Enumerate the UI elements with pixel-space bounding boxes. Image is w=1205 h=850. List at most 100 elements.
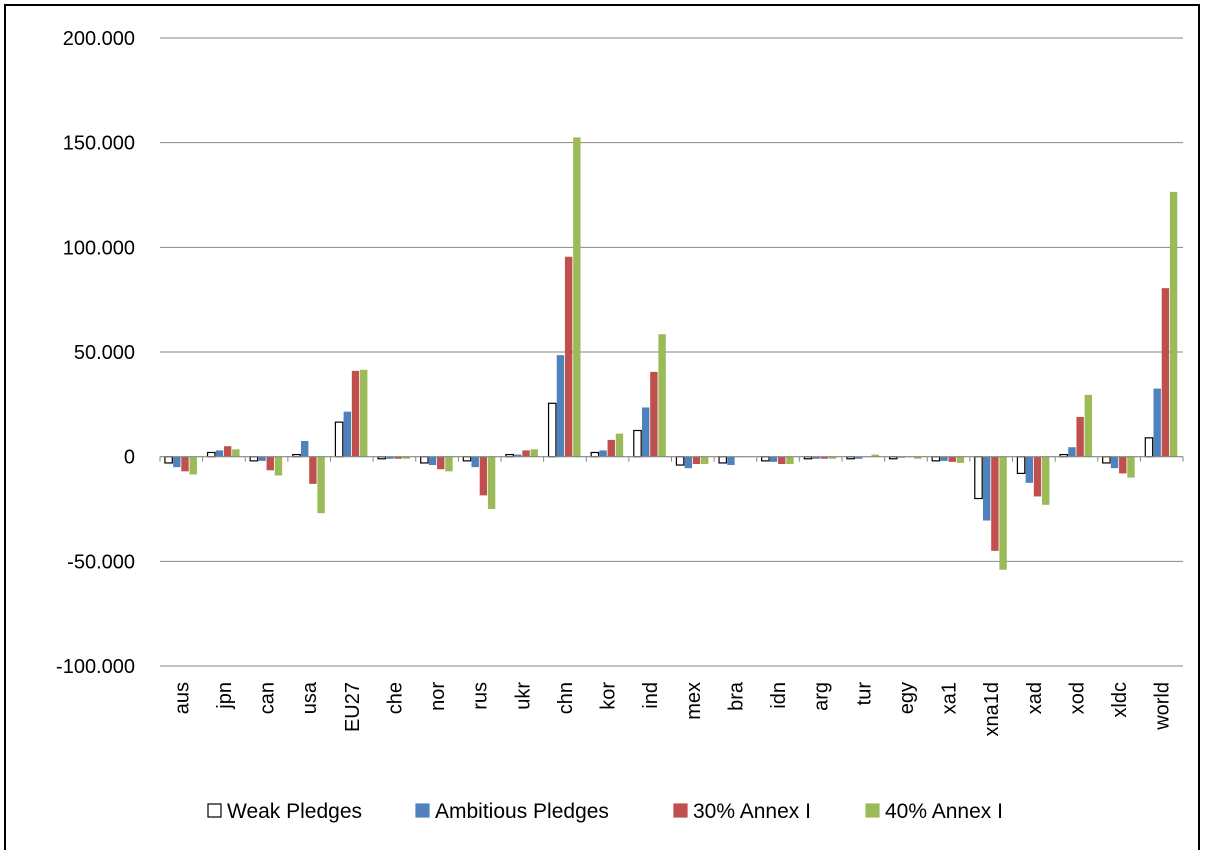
- category-label: xa1: [939, 682, 961, 714]
- bar-30-annex-i-xa1: [948, 456, 956, 462]
- gridlines: [160, 37, 1183, 667]
- bar-30-annex-i-eu27: [351, 370, 360, 457]
- bar-40-annex-i-tur: [871, 454, 879, 457]
- bar-30-annex-i-nor: [437, 456, 445, 470]
- bar-ambitious-pledges-xa1: [940, 456, 948, 461]
- bar-weak-pledges-can: [249, 456, 259, 462]
- bar-30-annex-i-chn: [564, 256, 573, 457]
- category-label: world: [1152, 682, 1174, 731]
- chart-frame: [4, 4, 1200, 850]
- bar-weak-pledges-xldc: [1102, 456, 1111, 464]
- y-tick-label: -100.000: [56, 656, 135, 678]
- category-label: can: [257, 682, 279, 714]
- bar-30-annex-i-aus: [181, 456, 189, 472]
- category-label: ukr: [512, 682, 534, 710]
- bar-ambitious-pledges-tur: [855, 456, 863, 459]
- bar-30-annex-i-mex: [692, 456, 701, 464]
- category-label: xldc: [1109, 682, 1131, 718]
- bar-weak-pledges-rus: [462, 456, 472, 462]
- bar-40-annex-i-che: [402, 456, 411, 459]
- y-tick-label: 200.000: [63, 28, 135, 50]
- bar-weak-pledges-kor: [590, 451, 600, 458]
- bar-ambitious-pledges-xod: [1068, 447, 1076, 457]
- category-label: mex: [683, 682, 705, 720]
- bar-40-annex-i-xa1: [956, 456, 965, 463]
- bar-30-annex-i-idn: [778, 456, 786, 464]
- category-label: ind: [640, 682, 662, 709]
- category-label: tur: [853, 682, 875, 706]
- y-tick-label: 100.000: [63, 237, 135, 259]
- bar-weak-pledges-world: [1144, 437, 1154, 458]
- legend-label: Ambitious Pledges: [435, 800, 609, 823]
- bar-30-annex-i-world: [1161, 288, 1170, 457]
- bar-ambitious-pledges-xad: [1025, 456, 1034, 483]
- bar-30-annex-i-can: [266, 456, 274, 471]
- bar-30-annex-i-arg: [820, 456, 829, 459]
- bar-weak-pledges-bra: [718, 456, 728, 464]
- bar-40-annex-i-eu27: [360, 369, 368, 457]
- bar-40-annex-i-xod: [1084, 394, 1093, 457]
- category-label: idn: [768, 682, 790, 709]
- bar-40-annex-i-can: [274, 456, 283, 476]
- legend: Weak Pledges Ambitious Pledges 30% Annex I…: [207, 800, 1003, 823]
- bar-weak-pledges-xna1d: [974, 456, 983, 500]
- bar-30-annex-i-rus: [479, 456, 488, 496]
- y-axis-tick-labels: 200.000 150.000 100.000 50.000 0 -50.000 -100.…: [56, 28, 135, 678]
- bar-40-annex-i-arg: [828, 456, 837, 459]
- bar-30-annex-i-xna1d: [991, 456, 999, 551]
- legend-label: 30% Annex I: [693, 800, 811, 823]
- bar-weak-pledges-nor: [420, 456, 429, 464]
- category-label: rus: [470, 682, 492, 710]
- bar-30-annex-i-che: [394, 456, 402, 459]
- legend-label: 40% Annex I: [885, 800, 1003, 823]
- y-tick-label: 50.000: [74, 342, 135, 364]
- bar-30-annex-i-usa: [309, 456, 317, 484]
- bar-40-annex-i-nor: [445, 456, 453, 472]
- bar-30-annex-i-xad: [1033, 456, 1042, 497]
- bar-ambitious-pledges-xna1d: [982, 456, 991, 521]
- bar-weak-pledges-idn: [761, 456, 770, 462]
- category-label: EU27: [342, 682, 364, 732]
- category-label: arg: [811, 682, 833, 711]
- category-label: xod: [1066, 682, 1088, 714]
- bar-ambitious-pledges-idn: [769, 456, 778, 462]
- bar-weak-pledges-xa1: [931, 456, 941, 462]
- bar-40-annex-i-egy: [914, 456, 922, 459]
- bar-ambitious-pledges-ind: [641, 407, 650, 457]
- bar-30-annex-i-xod: [1076, 416, 1084, 457]
- bar-40-annex-i-idn: [786, 456, 794, 464]
- bar-weak-pledges-mex: [675, 456, 685, 466]
- bar-ambitious-pledges-usa: [300, 440, 309, 457]
- bar-40-annex-i-xna1d: [999, 456, 1007, 570]
- bar-ambitious-pledges-xldc: [1110, 456, 1119, 469]
- bar-ambitious-pledges-ukr: [514, 454, 522, 457]
- legend-swatch: [207, 803, 222, 818]
- x-axis: [159, 456, 1184, 462]
- bar-ambitious-pledges-rus: [471, 456, 479, 468]
- bar-30-annex-i-jpn: [223, 446, 232, 457]
- bar-weak-pledges-jpn: [206, 451, 216, 458]
- bar-weak-pledges-ind: [633, 429, 642, 458]
- category-label: nor: [427, 682, 449, 711]
- bar-40-annex-i-ind: [658, 334, 666, 457]
- bar-30-annex-i-xldc: [1119, 456, 1127, 474]
- legend-swatch: [865, 803, 880, 818]
- legend-swatch: [415, 803, 430, 818]
- bar-30-annex-i-ukr: [522, 450, 530, 457]
- y-tick-label: 0: [124, 447, 135, 469]
- category-label: usa: [299, 681, 321, 714]
- bar-40-annex-i-aus: [189, 456, 197, 475]
- bar-ambitious-pledges-bra: [727, 456, 735, 466]
- bar-ambitious-pledges-mex: [684, 456, 693, 469]
- bar-40-annex-i-kor: [615, 433, 624, 457]
- category-label: che: [384, 682, 406, 714]
- bar-ambitious-pledges-world: [1153, 388, 1161, 457]
- category-label: jpn: [214, 682, 236, 710]
- category-label: aus: [171, 682, 193, 714]
- bar-30-annex-i-ind: [650, 371, 658, 457]
- legend-label: Weak Pledges: [227, 800, 362, 823]
- bars: [164, 137, 1178, 570]
- bar-40-annex-i-usa: [317, 456, 325, 514]
- legend-swatch: [673, 803, 688, 818]
